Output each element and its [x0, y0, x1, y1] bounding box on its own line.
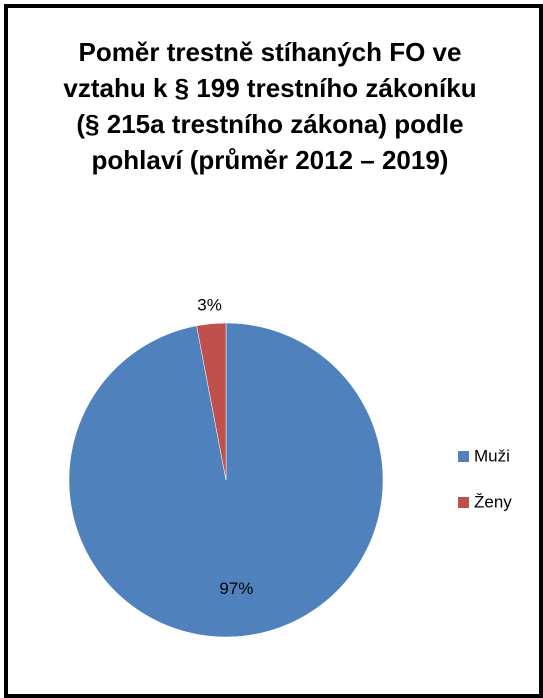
data-label: 3%: [197, 295, 222, 314]
legend-swatch: [458, 497, 469, 508]
chart-frame: [4, 4, 543, 698]
legend-swatch: [458, 451, 469, 462]
legend-label: Ženy: [474, 492, 512, 511]
legend-label: Muži: [474, 446, 510, 465]
pie-slice: [196, 322, 227, 481]
chart-title: Poměr trestně stíhaných FO ve vztahu k §…: [63, 37, 477, 175]
data-label: 97%: [219, 579, 253, 598]
